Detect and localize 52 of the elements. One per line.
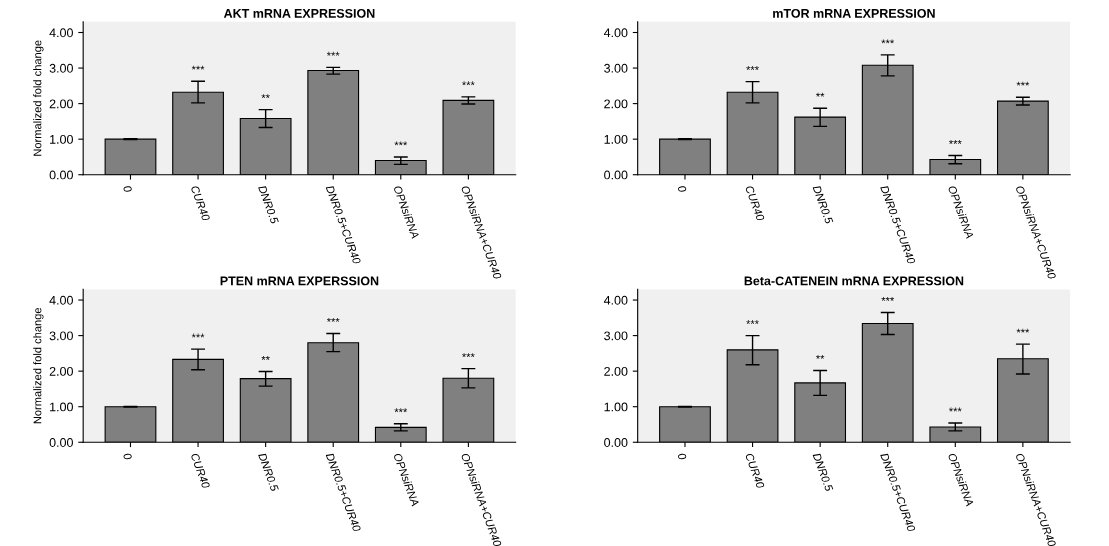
data-label: *** bbox=[462, 353, 475, 358]
data-label: *** bbox=[746, 320, 759, 324]
y-tick-label: 0.00 bbox=[49, 170, 73, 180]
y-tick-label: 4.00 bbox=[603, 295, 628, 305]
y-tick-label: 3.00 bbox=[604, 331, 628, 341]
y-tick-label: 2.00 bbox=[49, 99, 73, 109]
chart-title: mTOR mRNA EXPRESSION bbox=[773, 8, 935, 18]
data-label: *** bbox=[881, 39, 895, 44]
x-tick-label: 0 bbox=[122, 452, 133, 461]
x-tick-label: CUR40 bbox=[745, 185, 765, 222]
data-label: *** bbox=[1016, 328, 1030, 333]
y-tick-label: 4.00 bbox=[49, 295, 73, 305]
chart-title: PTEN mRNA EXPERSSION bbox=[220, 276, 379, 286]
data-label: ** bbox=[815, 354, 825, 359]
x-tick-label: 0 bbox=[677, 452, 687, 461]
y-tick-label: 0.00 bbox=[604, 438, 628, 447]
data-label: *** bbox=[394, 141, 408, 146]
y-tick-label: 0.00 bbox=[49, 438, 73, 447]
y-tick-label: 4.00 bbox=[603, 28, 628, 38]
x-tick-label: 0 bbox=[677, 185, 687, 193]
y-tick-label: 3.00 bbox=[49, 331, 73, 341]
y-tick-label: 1.00 bbox=[50, 402, 73, 412]
data-label: *** bbox=[881, 296, 895, 301]
data-label: *** bbox=[394, 408, 408, 413]
y-axis-title: Normalized fold change bbox=[33, 40, 44, 156]
data-label: *** bbox=[746, 66, 759, 70]
data-label: *** bbox=[191, 65, 205, 70]
y-tick-label: 4.00 bbox=[49, 28, 73, 38]
x-tick-label: CUR40 bbox=[745, 452, 765, 489]
y-tick-label: 2.00 bbox=[49, 366, 73, 376]
data-label: *** bbox=[948, 140, 962, 144]
data-label: *** bbox=[326, 317, 340, 322]
data-label: *** bbox=[462, 81, 475, 86]
data-label: ** bbox=[815, 92, 825, 97]
y-tick-label: 2.00 bbox=[604, 99, 628, 109]
y-tick-label: 2.00 bbox=[604, 366, 628, 376]
data-label: *** bbox=[191, 333, 205, 338]
y-tick-label: 1.00 bbox=[604, 402, 628, 412]
y-tick-label: 1.00 bbox=[50, 134, 73, 144]
chart-title: Beta-CATENEIN mRNA EXPRESSION bbox=[744, 276, 964, 286]
y-tick-label: 3.00 bbox=[49, 63, 73, 73]
y-axis-title: Normalized fold change bbox=[33, 307, 44, 424]
y-tick-label: 3.00 bbox=[604, 63, 628, 73]
y-tick-label: 0.00 bbox=[604, 170, 628, 180]
data-label: ** bbox=[261, 356, 270, 360]
x-tick-label: 0 bbox=[122, 185, 133, 193]
data-label: ** bbox=[261, 94, 270, 99]
data-label: *** bbox=[1016, 81, 1030, 86]
data-label: *** bbox=[326, 51, 340, 56]
chart-title: AKT mRNA EXPRESSION bbox=[223, 8, 375, 18]
y-tick-label: 1.00 bbox=[604, 134, 628, 144]
data-label: *** bbox=[948, 407, 962, 412]
